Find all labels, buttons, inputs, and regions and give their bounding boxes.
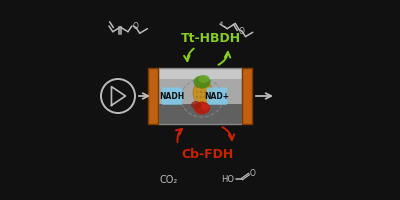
Text: Cb-FDH: Cb-FDH [182,148,234,162]
Circle shape [200,96,202,98]
Text: CO₂: CO₂ [160,175,178,185]
Circle shape [204,91,206,93]
Bar [158,68,242,79]
Text: O: O [250,168,256,178]
Bar [158,68,242,124]
FancyBboxPatch shape [207,87,227,105]
Circle shape [204,86,206,88]
Circle shape [200,86,202,88]
Bar [148,68,158,124]
Ellipse shape [194,102,210,114]
Text: Tt-HBDH: Tt-HBDH [181,31,241,45]
Circle shape [196,91,198,93]
Circle shape [208,86,210,88]
FancyBboxPatch shape [162,87,182,105]
Ellipse shape [194,75,210,88]
Ellipse shape [198,75,210,83]
Circle shape [204,96,206,98]
Bar [158,79,242,104]
Ellipse shape [201,104,209,110]
Circle shape [196,86,198,88]
Circle shape [208,96,210,98]
Text: *: * [220,21,224,27]
Bar [158,104,242,124]
Ellipse shape [191,101,201,109]
Text: NADH: NADH [159,92,185,101]
Text: HO: HO [221,174,234,184]
Text: O: O [238,27,244,36]
Bar [242,68,252,124]
Text: NAD+: NAD+ [204,92,230,101]
Circle shape [208,91,210,93]
Ellipse shape [193,81,213,105]
Circle shape [200,91,202,93]
Text: O: O [133,22,139,31]
Circle shape [196,96,198,98]
